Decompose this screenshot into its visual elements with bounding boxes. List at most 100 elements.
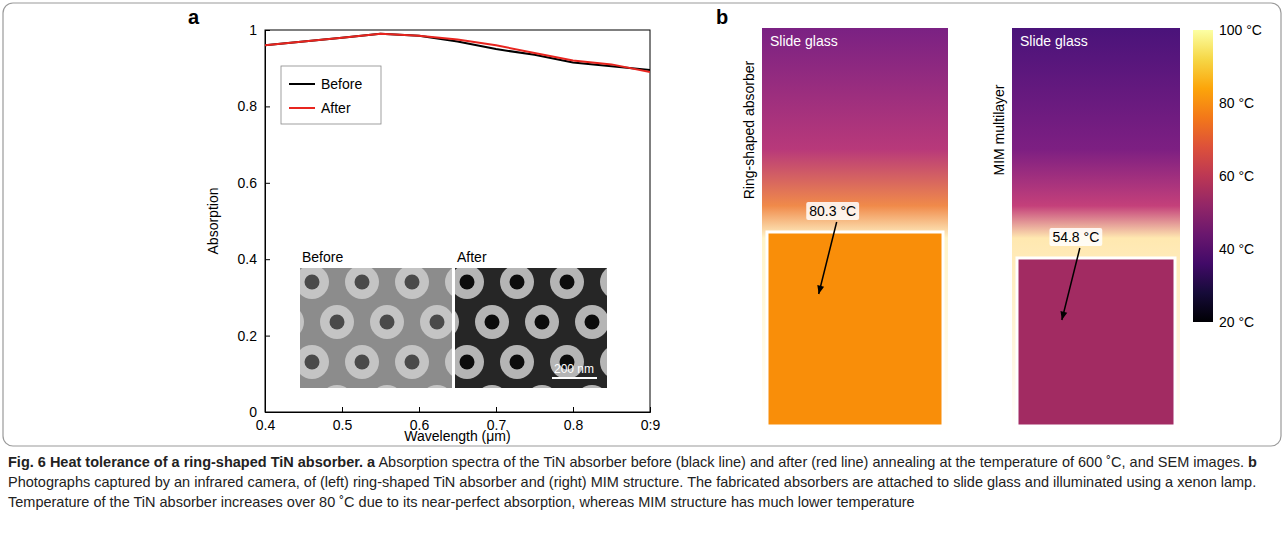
tick-label: 0.8: [238, 98, 258, 114]
tick-label: 0.6: [238, 175, 258, 191]
tick: 40 °C: [1213, 241, 1254, 257]
sem-ring: [455, 268, 484, 299]
y-axis-title: Absorption: [205, 188, 221, 255]
sem-hole: [535, 315, 550, 330]
sem-ring: [300, 385, 304, 388]
sem-ring: [395, 268, 429, 299]
sem-ring: [345, 268, 379, 299]
sem-hole: [460, 355, 475, 370]
tick-mark: [496, 407, 497, 412]
substrate-label: Slide glass: [1020, 33, 1088, 49]
tick-label: 0.4: [238, 251, 258, 267]
tick-label: 40 °C: [1219, 241, 1254, 257]
scale-bar-label: 200 nm: [554, 362, 594, 376]
legend-box: [281, 66, 381, 124]
tick-mark: [650, 407, 651, 412]
temperature-label: 80.3 °C: [809, 203, 856, 219]
image-label: MIM multilayer: [991, 84, 1007, 175]
temperature-label: 54.8 °C: [1052, 229, 1099, 245]
tick: 20 °C: [1213, 314, 1254, 330]
tick-mark: [265, 259, 270, 260]
tick: 0.8: [564, 407, 584, 433]
sem-hole: [405, 355, 420, 370]
sample-absorber: [1017, 258, 1175, 426]
tick-mark: [342, 407, 343, 412]
tick: 0.8: [238, 98, 270, 114]
sem-ring: [445, 345, 452, 379]
sem-ring: [370, 385, 404, 388]
label-patch: [806, 202, 859, 220]
substrate-label: Slide glass: [770, 33, 838, 49]
plot-frame: [265, 30, 650, 412]
colorbar-axis: 100 °C80 °C60 °C40 °C20 °C: [1213, 22, 1262, 330]
tick: 0: [249, 404, 270, 420]
caption-part-label: b: [1248, 454, 1257, 470]
sem-ring: [575, 385, 607, 388]
tick: 60 °C: [1213, 168, 1254, 184]
sem-hole: [560, 275, 575, 290]
sem-ring: [475, 385, 509, 388]
sem-hole: [305, 275, 320, 290]
tick: 0.2: [238, 328, 270, 344]
sem-ring: [395, 345, 429, 379]
label-patch: [1049, 228, 1102, 246]
y-axis: 0 0.2 0.4 0.6 0.8 1: [238, 22, 270, 420]
tick-label: 0:9: [641, 417, 661, 433]
arrow-head: [817, 285, 824, 294]
sem-hole: [585, 315, 600, 330]
tick-mark: [265, 183, 270, 184]
sem-ring: [455, 345, 484, 379]
tick-label: 0.8: [564, 417, 584, 433]
tick: 0.5: [333, 407, 353, 433]
sem-ring: [300, 305, 304, 339]
tick-label: 80 °C: [1219, 95, 1254, 111]
colorbar: [1193, 30, 1213, 322]
caption: Fig. 6 Heat tolerance of a ring-shaped T…: [8, 452, 1276, 512]
sem-ring: [320, 385, 354, 388]
legend-label: Before: [321, 76, 362, 92]
sem-ring: [550, 268, 584, 299]
sem-ring: [525, 305, 559, 339]
tick: 0.6: [238, 175, 270, 191]
sem-ring: [600, 345, 607, 379]
caption-title: Fig. 6 Heat tolerance of a ring-shaped T…: [8, 454, 363, 470]
sem-ring: [475, 305, 509, 339]
sem-ring: [445, 268, 452, 299]
tick-mark: [419, 407, 420, 412]
sem-ring: [455, 385, 459, 388]
tick: 80 °C: [1213, 95, 1254, 111]
legend: Before After: [281, 66, 381, 124]
axis-line: [266, 31, 271, 413]
sem-hole: [510, 275, 525, 290]
caption-part-text: Photographs captured by an infrared came…: [8, 474, 1256, 510]
sem-hole: [405, 275, 420, 290]
caption-part-label: a: [367, 454, 375, 470]
sem-ring: [345, 345, 379, 379]
sem-image: [300, 268, 452, 388]
scale-bar: [552, 377, 597, 379]
legend-swatch: [289, 83, 315, 85]
sem-hole: [305, 355, 320, 370]
sem-ring: [300, 268, 329, 299]
sem-ring: [420, 385, 452, 388]
sem-ring: [500, 268, 534, 299]
tick-label: 0.2: [238, 328, 258, 344]
legend-label: After: [321, 100, 351, 116]
tick-label: 1: [249, 22, 257, 38]
sem-hole: [485, 315, 500, 330]
sem-hole: [330, 315, 345, 330]
panel-letter: a: [188, 6, 200, 28]
sem-ring: [455, 305, 459, 339]
arrow-head: [1060, 311, 1067, 320]
sem-ring: [420, 305, 452, 339]
x-axis-title: Wavelength (μm): [404, 428, 510, 444]
tick-label: 0.5: [333, 417, 353, 433]
image-label: Ring-shaped absorber: [741, 60, 757, 199]
sem-hole: [355, 355, 370, 370]
sem-ring: [320, 305, 354, 339]
figure: abBeforeAfter200 nm0.40.50.60.70.80:900.…: [0, 0, 1284, 450]
sem-ring: [575, 305, 607, 339]
tick-mark: [265, 336, 270, 337]
sem-hole: [430, 315, 445, 330]
sem-ring: [525, 385, 559, 388]
